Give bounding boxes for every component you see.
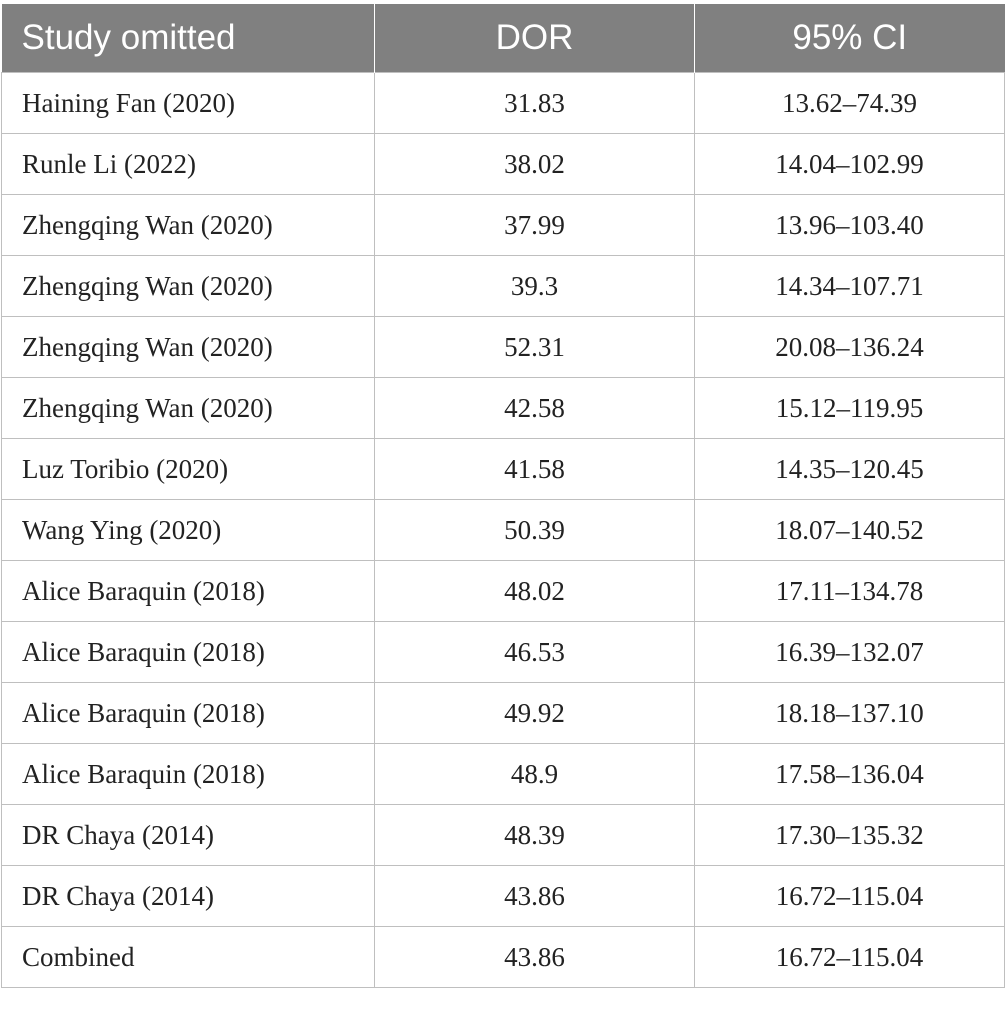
dor-cell: 48.02 bbox=[374, 560, 695, 622]
ci-cell: 14.35–120.45 bbox=[694, 438, 1005, 500]
table-row: Alice Baraquin (2018) 48.9 17.58–136.04 bbox=[1, 743, 1005, 805]
table-row: Zhengqing Wan (2020) 37.99 13.96–103.40 bbox=[1, 194, 1005, 256]
study-cell: Zhengqing Wan (2020) bbox=[1, 194, 375, 256]
table-row: Alice Baraquin (2018) 46.53 16.39–132.07 bbox=[1, 621, 1005, 683]
table-row: Zhengqing Wan (2020) 42.58 15.12–119.95 bbox=[1, 377, 1005, 439]
table-row: Haining Fan (2020) 31.83 13.62–74.39 bbox=[1, 72, 1005, 134]
table-row: Combined 43.86 16.72–115.04 bbox=[1, 926, 1005, 988]
study-cell: Alice Baraquin (2018) bbox=[1, 560, 375, 622]
dor-cell: 48.9 bbox=[374, 743, 695, 805]
header-95-ci: 95% CI bbox=[694, 4, 1005, 73]
table-row: DR Chaya (2014) 43.86 16.72–115.04 bbox=[1, 865, 1005, 927]
dor-cell: 48.39 bbox=[374, 804, 695, 866]
ci-cell: 20.08–136.24 bbox=[694, 316, 1005, 378]
dor-cell: 52.31 bbox=[374, 316, 695, 378]
table-header: Study omitted DOR 95% CI bbox=[1, 4, 1005, 73]
table-row: Wang Ying (2020) 50.39 18.07–140.52 bbox=[1, 499, 1005, 561]
sensitivity-analysis-table: Study omitted DOR 95% CI Haining Fan (20… bbox=[1, 4, 1005, 988]
header-dor: DOR bbox=[374, 4, 695, 73]
ci-cell: 13.62–74.39 bbox=[694, 72, 1005, 134]
table-row: DR Chaya (2014) 48.39 17.30–135.32 bbox=[1, 804, 1005, 866]
ci-cell: 16.39–132.07 bbox=[694, 621, 1005, 683]
study-cell: Luz Toribio (2020) bbox=[1, 438, 375, 500]
dor-cell: 49.92 bbox=[374, 682, 695, 744]
ci-cell: 15.12–119.95 bbox=[694, 377, 1005, 439]
ci-cell: 17.11–134.78 bbox=[694, 560, 1005, 622]
table-row: Luz Toribio (2020) 41.58 14.35–120.45 bbox=[1, 438, 1005, 500]
table-row: Zhengqing Wan (2020) 39.3 14.34–107.71 bbox=[1, 255, 1005, 317]
ci-cell: 16.72–115.04 bbox=[694, 926, 1005, 988]
dor-cell: 41.58 bbox=[374, 438, 695, 500]
dor-cell: 37.99 bbox=[374, 194, 695, 256]
study-cell: DR Chaya (2014) bbox=[1, 865, 375, 927]
dor-cell: 50.39 bbox=[374, 499, 695, 561]
table-body: Haining Fan (2020) 31.83 13.62–74.39 Runle … bbox=[1, 72, 1005, 988]
study-cell: Alice Baraquin (2018) bbox=[1, 743, 375, 805]
study-cell: DR Chaya (2014) bbox=[1, 804, 375, 866]
study-cell: Zhengqing Wan (2020) bbox=[1, 316, 375, 378]
study-cell: Haining Fan (2020) bbox=[1, 72, 375, 134]
table-row: Runle Li (2022) 38.02 14.04–102.99 bbox=[1, 133, 1005, 195]
table-row: Alice Baraquin (2018) 48.02 17.11–134.78 bbox=[1, 560, 1005, 622]
ci-cell: 17.58–136.04 bbox=[694, 743, 1005, 805]
ci-cell: 18.07–140.52 bbox=[694, 499, 1005, 561]
dor-cell: 31.83 bbox=[374, 72, 695, 134]
dor-cell: 38.02 bbox=[374, 133, 695, 195]
dor-cell: 43.86 bbox=[374, 865, 695, 927]
dor-cell: 42.58 bbox=[374, 377, 695, 439]
study-cell: Alice Baraquin (2018) bbox=[1, 682, 375, 744]
study-cell: Zhengqing Wan (2020) bbox=[1, 377, 375, 439]
table-row: Zhengqing Wan (2020) 52.31 20.08–136.24 bbox=[1, 316, 1005, 378]
study-cell: Alice Baraquin (2018) bbox=[1, 621, 375, 683]
header-row: Study omitted DOR 95% CI bbox=[1, 4, 1005, 73]
study-cell: Runle Li (2022) bbox=[1, 133, 375, 195]
ci-cell: 16.72–115.04 bbox=[694, 865, 1005, 927]
ci-cell: 13.96–103.40 bbox=[694, 194, 1005, 256]
ci-cell: 14.34–107.71 bbox=[694, 255, 1005, 317]
dor-cell: 43.86 bbox=[374, 926, 695, 988]
ci-cell: 14.04–102.99 bbox=[694, 133, 1005, 195]
study-cell: Combined bbox=[1, 926, 375, 988]
study-cell: Zhengqing Wan (2020) bbox=[1, 255, 375, 317]
study-cell: Wang Ying (2020) bbox=[1, 499, 375, 561]
ci-cell: 17.30–135.32 bbox=[694, 804, 1005, 866]
table-row: Alice Baraquin (2018) 49.92 18.18–137.10 bbox=[1, 682, 1005, 744]
dor-cell: 39.3 bbox=[374, 255, 695, 317]
header-study-omitted: Study omitted bbox=[1, 4, 375, 73]
ci-cell: 18.18–137.10 bbox=[694, 682, 1005, 744]
dor-cell: 46.53 bbox=[374, 621, 695, 683]
